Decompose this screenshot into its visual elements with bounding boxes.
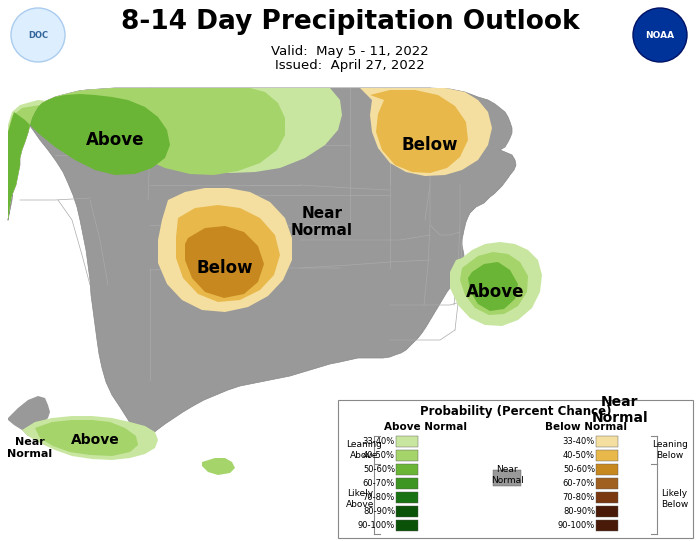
Text: Valid:  May 5 - 11, 2022: Valid: May 5 - 11, 2022	[271, 45, 429, 58]
Text: 40-50%: 40-50%	[363, 451, 395, 460]
Text: Near
Normal: Near Normal	[592, 395, 648, 425]
Polygon shape	[35, 420, 138, 456]
Text: Below: Below	[197, 259, 253, 277]
Text: 80-90%: 80-90%	[563, 507, 595, 516]
Text: Near
Normal: Near Normal	[291, 206, 353, 238]
Polygon shape	[185, 226, 264, 298]
Text: 90-100%: 90-100%	[558, 521, 595, 530]
Polygon shape	[158, 188, 292, 312]
Text: Above: Above	[466, 283, 524, 301]
Text: 60-70%: 60-70%	[363, 479, 395, 488]
Bar	[596, 450, 618, 461]
Text: 33-40%: 33-40%	[363, 437, 395, 446]
Text: NOAA: NOAA	[645, 30, 675, 39]
Polygon shape	[8, 396, 50, 436]
Polygon shape	[8, 94, 170, 220]
Text: Probability (Percent Chance): Probability (Percent Chance)	[420, 405, 611, 418]
Text: Issued:  April 27, 2022: Issued: April 27, 2022	[275, 60, 425, 72]
Text: 60-70%: 60-70%	[563, 479, 595, 488]
Text: Above: Above	[71, 433, 120, 447]
Text: 50-60%: 50-60%	[563, 465, 595, 474]
Polygon shape	[8, 88, 516, 440]
Bar	[596, 506, 618, 517]
Circle shape	[633, 8, 687, 62]
Circle shape	[11, 8, 65, 62]
Polygon shape	[202, 458, 235, 475]
Text: 40-50%: 40-50%	[563, 451, 595, 460]
Polygon shape	[22, 416, 158, 460]
Bar	[596, 492, 618, 503]
Bar	[596, 436, 618, 447]
Polygon shape	[8, 88, 342, 220]
Text: Likely
Above: Likely Above	[346, 489, 375, 509]
Bar	[596, 464, 618, 475]
Text: 80-90%: 80-90%	[363, 507, 395, 516]
Polygon shape	[468, 262, 518, 311]
Bar	[396, 464, 418, 475]
Bar	[396, 436, 418, 447]
Bar	[396, 506, 418, 517]
Bar	[396, 450, 418, 461]
Text: Near
Normal: Near Normal	[491, 465, 524, 485]
Text: Likely
Below: Likely Below	[661, 489, 688, 509]
Bar	[596, 478, 618, 489]
Polygon shape	[176, 205, 280, 302]
Bar	[596, 520, 618, 531]
Text: Above Normal: Above Normal	[384, 422, 468, 432]
Bar	[396, 478, 418, 489]
Polygon shape	[360, 88, 492, 176]
Text: 70-80%: 70-80%	[563, 493, 595, 502]
Text: Leaning
Below: Leaning Below	[652, 440, 688, 460]
Text: 70-80%: 70-80%	[363, 493, 395, 502]
Bar	[493, 470, 521, 485]
Polygon shape	[370, 90, 468, 173]
Bar	[338, 400, 693, 538]
Text: 90-100%: 90-100%	[358, 521, 395, 530]
Text: 33-40%: 33-40%	[563, 437, 595, 446]
Text: Below: Below	[402, 136, 458, 154]
Polygon shape	[8, 88, 285, 220]
Text: DOC: DOC	[28, 30, 48, 39]
Text: 8-14 Day Precipitation Outlook: 8-14 Day Precipitation Outlook	[120, 9, 580, 35]
Text: Below Normal: Below Normal	[545, 422, 627, 432]
Bar	[396, 492, 418, 503]
Polygon shape	[460, 252, 528, 315]
Text: 50-60%: 50-60%	[363, 465, 395, 474]
Bar	[396, 520, 418, 531]
Polygon shape	[450, 242, 542, 326]
Text: Leaning
Above: Leaning Above	[346, 440, 382, 460]
Text: Near
Normal: Near Normal	[8, 437, 52, 459]
Text: Above: Above	[85, 131, 144, 149]
